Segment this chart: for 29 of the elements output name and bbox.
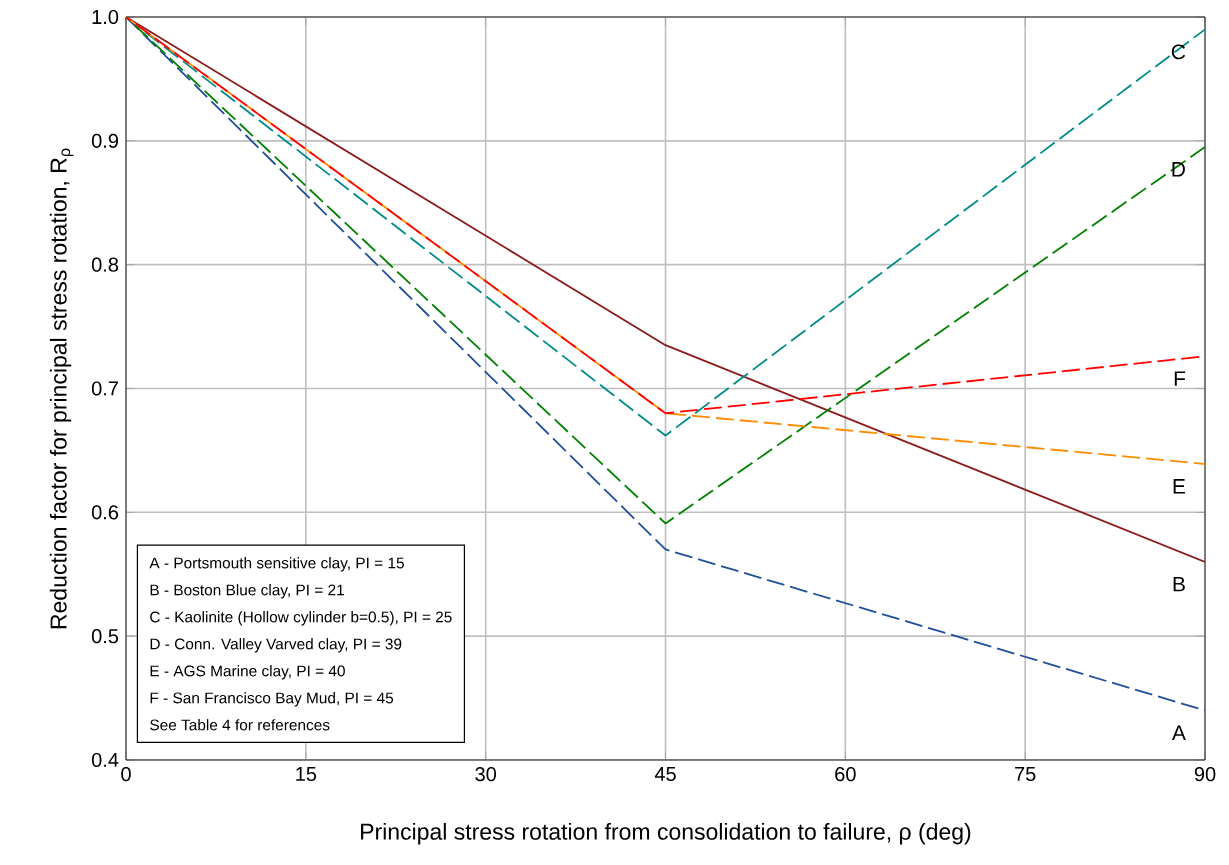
y-tick-label: 1.0 <box>92 9 119 25</box>
y-tick-label: 0.5 <box>91 629 119 644</box>
annotation: A - Portsmouth sensitive clay, PI = 15 <box>149 557 404 572</box>
series-label: B <box>1173 576 1185 592</box>
x-tick-label: 75 <box>1015 767 1036 781</box>
series-label: E <box>1173 479 1186 494</box>
series-label: A <box>1171 725 1186 740</box>
annotation: C - Kaolinite (Hollow cylinder b=0.5), PI = 25 <box>150 611 452 626</box>
y-tick-label: 0.7 <box>91 381 118 396</box>
y-axis-title: Reduction factor for principal stress rotation, R$_{ρ}$ <box>49 148 74 629</box>
y-tick-label: 0.6 <box>91 505 119 520</box>
series-label: D <box>1172 162 1185 177</box>
annotation: E - AGS Marine clay, PI = 40 <box>150 665 345 680</box>
annotation: F - San Francisco Bay Mud, PI = 45 <box>150 692 394 707</box>
x-tick-label: 0 <box>121 767 131 782</box>
y-tick-label: 0.4 <box>91 752 119 768</box>
x-tick-label: 90 <box>1194 767 1216 782</box>
x-tick-label: 45 <box>654 767 676 781</box>
y-tick-label: 0.8 <box>91 257 119 272</box>
annotation: B - Boston Blue clay, PI = 21 <box>150 584 344 599</box>
series-label: F <box>1174 371 1186 386</box>
x-axis-title: Principal stress rotation from consolidation to failure, ρ (deg) <box>361 822 971 845</box>
x-tick-label: 30 <box>475 767 497 782</box>
x-tick-label: 15 <box>296 767 317 781</box>
y-tick-label: 0.9 <box>91 133 119 148</box>
annotation: D - Conn. Valley Varved clay, PI = 39 <box>150 638 402 653</box>
annotation: See Table 4 for references <box>150 719 330 731</box>
series-label: C <box>1171 44 1186 60</box>
x-tick-label: 60 <box>835 767 856 782</box>
